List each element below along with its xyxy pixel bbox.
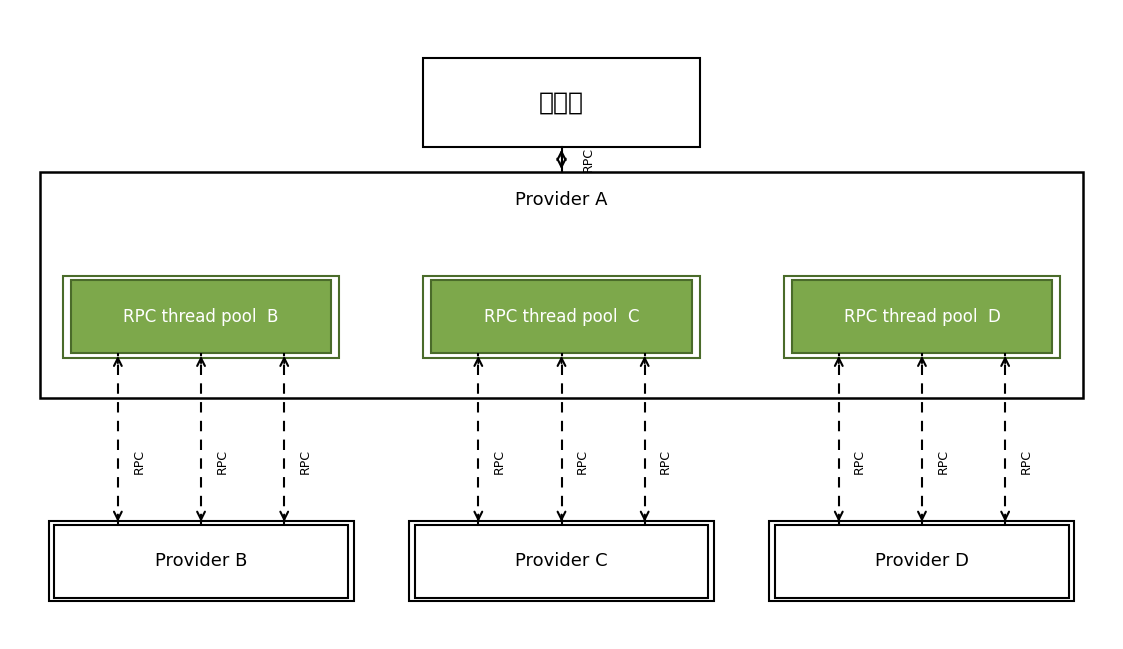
Bar [784, 276, 1060, 358]
Text: RPC: RPC [576, 448, 588, 474]
Bar [40, 172, 1083, 398]
Text: RPC thread pool  B: RPC thread pool B [124, 308, 279, 326]
Bar [63, 276, 339, 358]
Text: RPC: RPC [1020, 448, 1032, 474]
Text: RPC thread pool  D: RPC thread pool D [843, 308, 1001, 326]
Text: Provider A: Provider A [515, 191, 608, 209]
Text: RPC: RPC [133, 448, 145, 474]
Text: RPC thread pool  C: RPC thread pool C [484, 308, 639, 326]
Text: Provider C: Provider C [515, 552, 608, 570]
Text: Provider B: Provider B [155, 552, 247, 570]
Text: RPC: RPC [937, 448, 949, 474]
Bar [769, 521, 1075, 601]
Text: 客户端: 客户端 [539, 90, 584, 114]
Bar [48, 521, 354, 601]
Text: RPC: RPC [216, 448, 228, 474]
Text: RPC: RPC [299, 448, 312, 474]
Bar [423, 276, 700, 358]
Text: RPC: RPC [493, 448, 505, 474]
Bar [775, 524, 1069, 598]
Bar [792, 280, 1052, 353]
Text: RPC: RPC [853, 448, 866, 474]
Text: Provider D: Provider D [875, 552, 969, 570]
Bar [54, 524, 348, 598]
Bar [423, 58, 700, 147]
Bar [409, 521, 714, 601]
Bar [431, 280, 692, 353]
Text: RPC: RPC [582, 147, 594, 172]
Bar [414, 524, 709, 598]
Text: RPC: RPC [659, 448, 672, 474]
Bar [71, 280, 331, 353]
